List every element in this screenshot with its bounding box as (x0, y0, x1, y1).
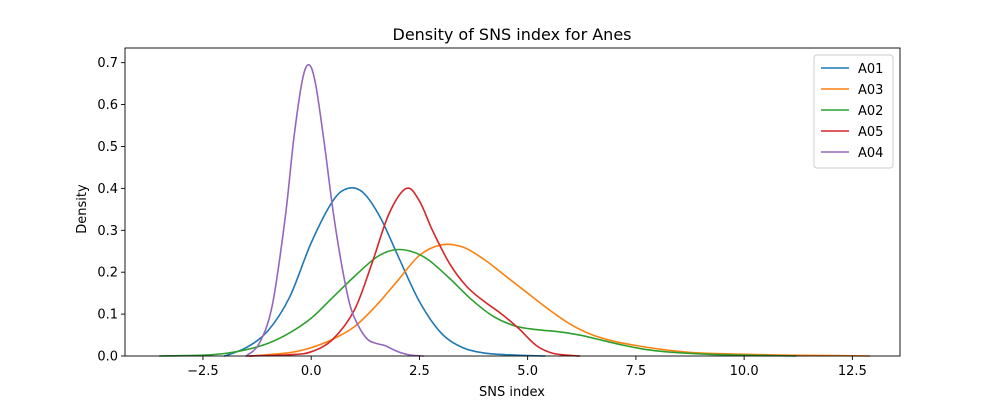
legend-label-a03: A03 (858, 83, 883, 98)
x-tick-label: 12.5 (838, 364, 867, 379)
y-tick-label: 0.3 (97, 224, 118, 239)
y-tick-label: 0.1 (97, 308, 118, 323)
y-tick-label: 0.2 (97, 266, 118, 281)
x-tick-label: 5.0 (517, 364, 538, 379)
legend-label-a02: A02 (858, 104, 883, 119)
plot-area (124, 47, 901, 357)
series-line-a02 (158, 248, 797, 357)
legend-label-a04: A04 (858, 146, 883, 161)
y-tick-label: 0.4 (97, 182, 118, 197)
legend-label-a05: A05 (858, 125, 883, 140)
chart-title: Density of SNS index for Anes (393, 25, 632, 44)
y-tick-label: 0.0 (97, 350, 118, 365)
x-tick-label: 7.5 (626, 364, 647, 379)
series-line-a03 (249, 243, 871, 357)
legend-box (813, 54, 894, 169)
x-tick-label: −2.5 (187, 364, 219, 379)
y-axis: 0.0 0.1 0.2 0.3 0.4 0.5 0.6 0.7 (97, 56, 125, 365)
series-line-a05 (245, 187, 581, 357)
y-tick-label: 0.6 (97, 98, 118, 113)
x-tick-label: 0.0 (301, 364, 322, 379)
y-tick-label: 0.5 (97, 140, 118, 155)
series-line-a04 (245, 63, 425, 357)
x-axis-label: SNS index (479, 385, 545, 400)
y-tick-label: 0.7 (97, 56, 118, 71)
legend: A01 A03 A02 A05 A04 (813, 54, 894, 169)
series-line-a01 (223, 186, 546, 357)
x-axis: −2.5 0.0 2.5 5.0 7.5 10.0 12.5 (187, 356, 867, 379)
x-tick-label: 10.0 (730, 364, 759, 379)
legend-label-a01: A01 (858, 62, 883, 77)
y-axis-label: Density (75, 184, 90, 234)
x-tick-label: 2.5 (409, 364, 430, 379)
plot-frame (124, 47, 901, 357)
